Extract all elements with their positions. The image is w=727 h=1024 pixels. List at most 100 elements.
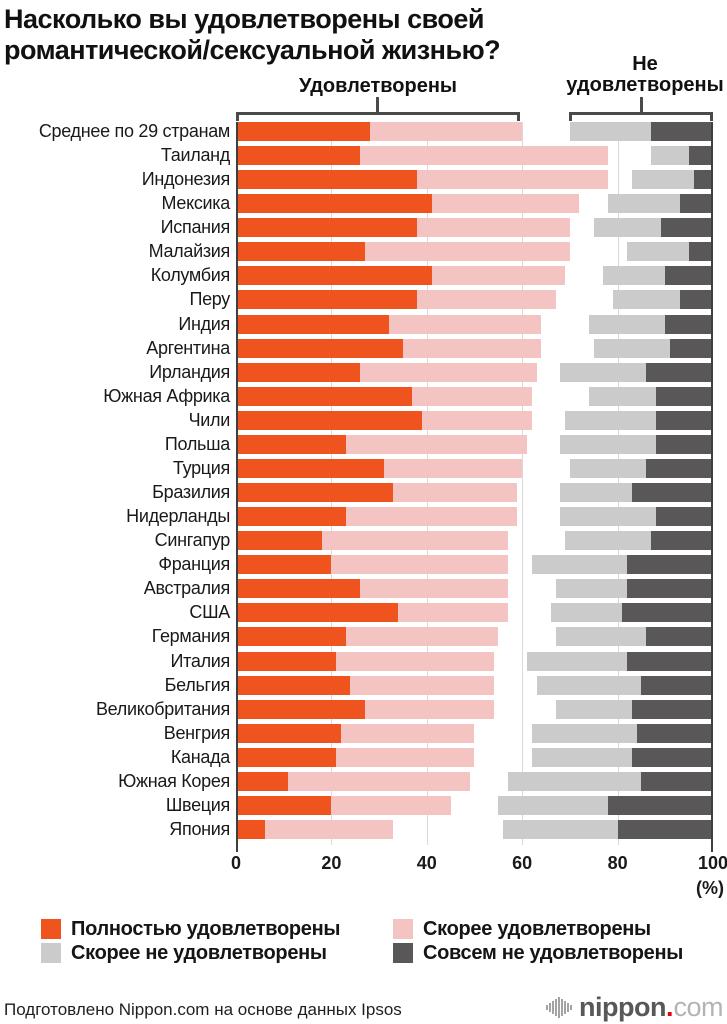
country-label: Венгрия <box>163 723 231 743</box>
bar-rather-satisfied <box>336 748 475 767</box>
bar-rather-not-satisfied <box>631 170 694 189</box>
bar-not-at-all-satisfied <box>679 194 713 213</box>
bar-not-satisfied-group <box>531 724 713 743</box>
bar-fully-satisfied <box>236 387 413 406</box>
bar-not-at-all-satisfied <box>631 483 713 502</box>
bar-satisfied-group <box>236 122 523 141</box>
bar-fully-satisfied <box>236 363 361 382</box>
bar-rather-satisfied <box>360 579 508 598</box>
bar-rather-not-satisfied <box>550 603 623 622</box>
country-label: Среднее по 29 странам <box>38 121 230 141</box>
country-label: Мексика <box>161 193 230 213</box>
tick-label-40: 40 <box>416 853 437 873</box>
country-label: Бельгия <box>164 675 231 695</box>
gridline-60 <box>522 122 524 845</box>
bar-rather-satisfied <box>340 724 475 743</box>
bar-rather-not-satisfied <box>555 627 647 646</box>
bar-fully-satisfied <box>236 435 346 454</box>
bar-not-satisfied-group <box>593 218 713 237</box>
bar-fully-satisfied <box>236 242 365 261</box>
title-line-2: романтической/сексуальной жизнью? <box>4 35 501 65</box>
axis-line-0 <box>236 122 238 852</box>
bar-not-at-all-satisfied <box>660 218 713 237</box>
bar-fully-satisfied <box>236 531 322 550</box>
bar-rather-satisfied <box>345 627 499 646</box>
bar-not-satisfied-group <box>550 603 713 622</box>
bar-satisfied-group <box>236 555 508 574</box>
legend-label: Скорее не удовлетворены <box>71 941 327 964</box>
bar-satisfied-group <box>236 339 542 358</box>
country-label: Турция <box>172 458 230 478</box>
bar-not-at-all-satisfied <box>641 676 713 695</box>
bar-not-at-all-satisfied <box>665 266 713 285</box>
bar-satisfied-group <box>236 194 580 213</box>
bar-fully-satisfied <box>236 218 418 237</box>
country-label: Южная Африка <box>103 386 230 406</box>
bar-rather-not-satisfied <box>569 122 651 141</box>
bar-fully-satisfied <box>236 459 384 478</box>
legend-item: Скорее не удовлетворены <box>41 941 327 964</box>
bar-fully-satisfied <box>236 146 361 165</box>
bar-not-at-all-satisfied <box>627 652 713 671</box>
country-label: Великобритания <box>95 699 230 719</box>
bar-not-satisfied-group <box>560 435 713 454</box>
legend-label: Скорее удовлетворены <box>423 917 651 940</box>
bracket-satisfied <box>236 112 520 121</box>
bar-not-satisfied-group <box>560 363 713 382</box>
bar-fully-satisfied <box>236 772 289 791</box>
bar-not-satisfied-group <box>569 459 713 478</box>
tick-label-80: 80 <box>607 853 628 873</box>
bar-fully-satisfied <box>236 411 423 430</box>
bracket-not-satisfied <box>569 112 713 121</box>
bar-satisfied-group <box>236 218 570 237</box>
country-label: Швеция <box>165 795 230 815</box>
bar-rather-satisfied <box>417 290 556 309</box>
bar-not-at-all-satisfied <box>636 724 713 743</box>
bar-fully-satisfied <box>236 579 361 598</box>
bar-satisfied-group <box>236 266 566 285</box>
country-label: Австралия <box>143 578 231 598</box>
bar-fully-satisfied <box>236 339 403 358</box>
bar-satisfied-group <box>236 724 475 743</box>
country-label: Япония <box>169 819 230 839</box>
bar-rather-not-satisfied <box>569 459 647 478</box>
bar-rather-not-satisfied <box>503 820 618 839</box>
country-label: Южная Корея <box>118 771 230 791</box>
bar-satisfied-group <box>236 676 494 695</box>
bar-rather-satisfied <box>336 652 494 671</box>
legend-swatch <box>41 943 61 963</box>
country-label: Перу <box>189 289 230 309</box>
bar-not-satisfied-group <box>503 820 713 839</box>
bar-fully-satisfied <box>236 122 370 141</box>
bar-not-at-all-satisfied <box>646 459 713 478</box>
bar-rather-satisfied <box>364 700 494 719</box>
bar-not-at-all-satisfied <box>627 555 713 574</box>
bar-not-at-all-satisfied <box>622 603 713 622</box>
bar-not-satisfied-group <box>650 146 713 165</box>
logo-word: nippon <box>579 992 666 1022</box>
bar-not-at-all-satisfied <box>689 146 713 165</box>
bar-rather-not-satisfied <box>560 483 632 502</box>
bar-not-at-all-satisfied <box>608 796 713 815</box>
bar-rather-not-satisfied <box>531 748 632 767</box>
country-label: Ирландия <box>149 362 230 382</box>
bar-rather-satisfied <box>345 435 527 454</box>
bar-not-satisfied-group <box>498 796 713 815</box>
bar-rather-satisfied <box>417 170 609 189</box>
bar-rather-satisfied <box>350 676 494 695</box>
country-label: Испания <box>160 217 231 237</box>
bar-satisfied-group <box>236 146 609 165</box>
legend-item: Скорее удовлетворены <box>393 917 651 940</box>
bar-rather-not-satisfied <box>627 242 690 261</box>
bar-rather-not-satisfied <box>507 772 642 791</box>
bar-satisfied-group <box>236 820 394 839</box>
bar-satisfied-group <box>236 772 470 791</box>
bar-satisfied-group <box>236 579 508 598</box>
bar-rather-satisfied <box>345 507 518 526</box>
bar-satisfied-group <box>236 242 570 261</box>
bar-rather-satisfied <box>431 266 566 285</box>
bar-fully-satisfied <box>236 627 346 646</box>
bar-not-satisfied-group <box>555 700 713 719</box>
bar-rather-not-satisfied <box>593 339 671 358</box>
bar-fully-satisfied <box>236 603 399 622</box>
